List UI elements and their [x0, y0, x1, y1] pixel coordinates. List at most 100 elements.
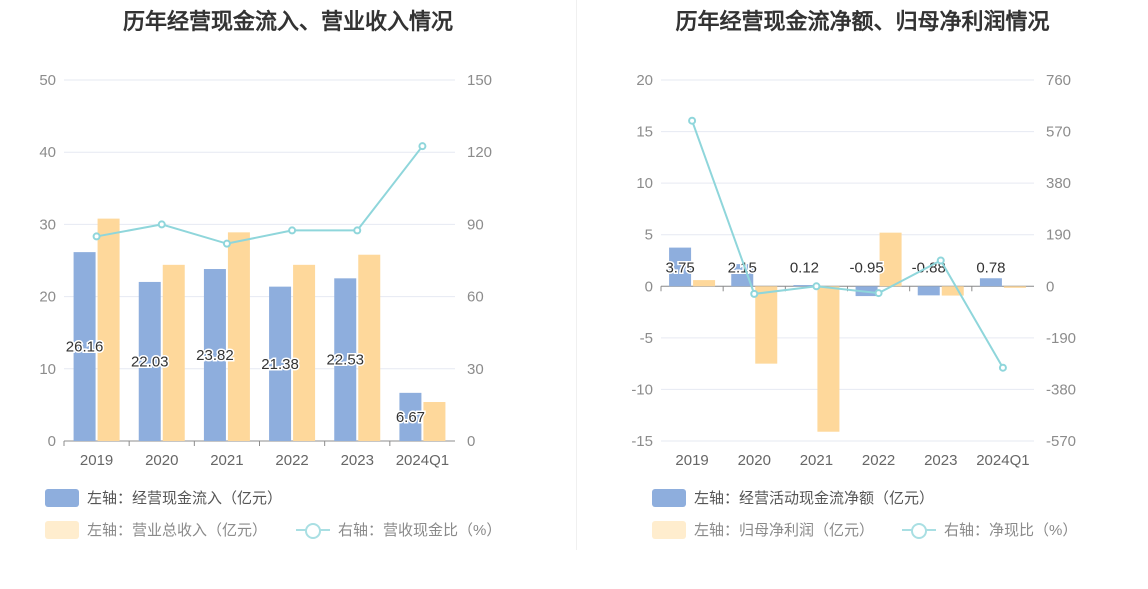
x-tick-label: 2022 [862, 452, 895, 469]
chart-title: 历年经营现金流净额、归母净利润情况 [675, 9, 1050, 34]
bar [73, 252, 96, 441]
legend-swatch [652, 488, 686, 507]
y-left-tick-label: 0 [645, 278, 653, 295]
y-left-tick-label: 40 [39, 144, 56, 161]
legend-swatch [45, 520, 79, 539]
y-left-tick-label: 10 [39, 361, 56, 378]
series-point [936, 256, 945, 265]
y-right-tick-label: -190 [1046, 330, 1076, 347]
data-label: 22.03 [131, 353, 169, 370]
y-left-tick-label: 20 [39, 289, 56, 306]
bar [669, 247, 692, 287]
legend-label: 左轴：经营现金流入（亿元） [87, 490, 283, 507]
legend-item-net-profit[interactable]: 左轴：归母净利润（亿元） [652, 519, 874, 540]
series-point [92, 232, 101, 241]
y-right-tick-label: -570 [1046, 433, 1076, 450]
series-point [812, 282, 821, 291]
legend-item-revenue[interactable]: 左轴：营业总收入（亿元） [45, 519, 267, 540]
x-tick-label: 2019 [675, 452, 708, 469]
bar [1003, 286, 1026, 288]
legend-label: 右轴：营收现金比（%） [338, 522, 502, 539]
x-tick-label: 2023 [924, 452, 957, 469]
y-left-tick-label: -5 [640, 330, 653, 347]
bar [731, 264, 754, 287]
y-left-tick-label: 5 [645, 227, 653, 244]
chart-left-plot: 0 10 20 30 40 50 0 30 60 90 120 150 2019 2020 2021 2022… [39, 72, 492, 469]
bar [917, 286, 940, 296]
legend-label: 左轴：归母净利润（亿元） [694, 522, 875, 539]
bar [358, 254, 381, 441]
data-label: 26.16 [66, 339, 104, 356]
bar [138, 281, 161, 441]
y-right-tick-label: 0 [467, 433, 475, 450]
data-label: 22.53 [326, 352, 364, 369]
legend-label: 左轴：经营活动现金流净额（亿元） [694, 490, 935, 507]
data-label: 0.12 [790, 259, 819, 276]
y-left-tick-label: 50 [39, 72, 56, 89]
series-line [96, 145, 424, 245]
legend-label: 右轴：净现比（%） [944, 522, 1078, 539]
data-label: 21.38 [261, 356, 299, 373]
y-right-tick-label: 760 [1046, 72, 1071, 89]
bar [293, 264, 316, 441]
series-point [418, 142, 427, 151]
x-tick-label: 2020 [738, 452, 771, 469]
bar [162, 264, 185, 441]
bar [693, 280, 716, 287]
y-left-tick-label: 20 [636, 72, 653, 89]
data-label: 3.75 [665, 259, 694, 276]
bar [879, 232, 902, 287]
y-right-tick-label: 120 [467, 144, 492, 161]
series-point [353, 226, 362, 235]
series-point [157, 220, 166, 229]
chart-title: 历年经营现金流入、营业收入情况 [122, 9, 453, 34]
bar [941, 286, 964, 296]
series-point [222, 239, 231, 248]
x-tick-label: 2020 [145, 452, 178, 469]
y-right-tick-label: 380 [1046, 175, 1071, 192]
y-left-tick-label: 15 [636, 124, 653, 141]
bar [203, 269, 226, 441]
y-left-tick-label: -15 [631, 433, 653, 450]
legend-item-revenue-cash-ratio[interactable]: 右轴：营收现金比（%） [296, 519, 501, 540]
data-label: 2.15 [728, 259, 757, 276]
data-label: 6.67 [396, 409, 425, 426]
legend-label: 左轴：营业总收入（亿元） [87, 522, 268, 539]
x-tick-label: 2021 [210, 452, 243, 469]
bar [334, 278, 357, 441]
series-point [874, 289, 883, 298]
y-left-tick-label: 10 [636, 175, 653, 192]
series-line [691, 120, 1004, 369]
legend-item-net-cash-ratio[interactable]: 右轴：净现比（%） [902, 519, 1077, 540]
y-left-tick-label: -10 [631, 381, 653, 398]
legend-item-cash-inflow[interactable]: 左轴：经营现金流入（亿元） [45, 487, 282, 508]
y-left-tick-label: 0 [48, 433, 56, 450]
bar [755, 286, 778, 364]
x-tick-label: 2023 [341, 452, 374, 469]
chart-panel-left: 历年经营现金流入、营业收入情况 0 10 20 30 40 50 0 30 60 90 120 150… [39, 9, 501, 540]
legend-swatch [652, 520, 686, 539]
series-point [288, 226, 297, 235]
x-tick-label: 2024Q1 [976, 452, 1029, 469]
bar [227, 232, 250, 441]
x-tick-label: 2019 [80, 452, 113, 469]
y-right-tick-label: 90 [467, 216, 484, 233]
y-left-tick-label: 30 [39, 216, 56, 233]
legend-line-marker-icon [296, 521, 330, 539]
bar [269, 286, 292, 441]
bar [793, 285, 816, 287]
legend-swatch [45, 488, 79, 507]
bar [979, 278, 1002, 287]
y-right-tick-label: 190 [1046, 227, 1071, 244]
panel-divider [576, 0, 577, 550]
series-point [750, 289, 759, 298]
data-label: 23.82 [196, 347, 234, 364]
y-right-tick-label: 150 [467, 72, 492, 89]
bar [399, 392, 422, 441]
legend-item-net-operating-cash[interactable]: 左轴：经营活动现金流净额（亿元） [652, 487, 934, 508]
data-label: -0.95 [849, 259, 883, 276]
bar [97, 218, 120, 441]
bar [817, 286, 840, 432]
x-tick-label: 2024Q1 [396, 452, 449, 469]
y-right-tick-label: 570 [1046, 124, 1071, 141]
